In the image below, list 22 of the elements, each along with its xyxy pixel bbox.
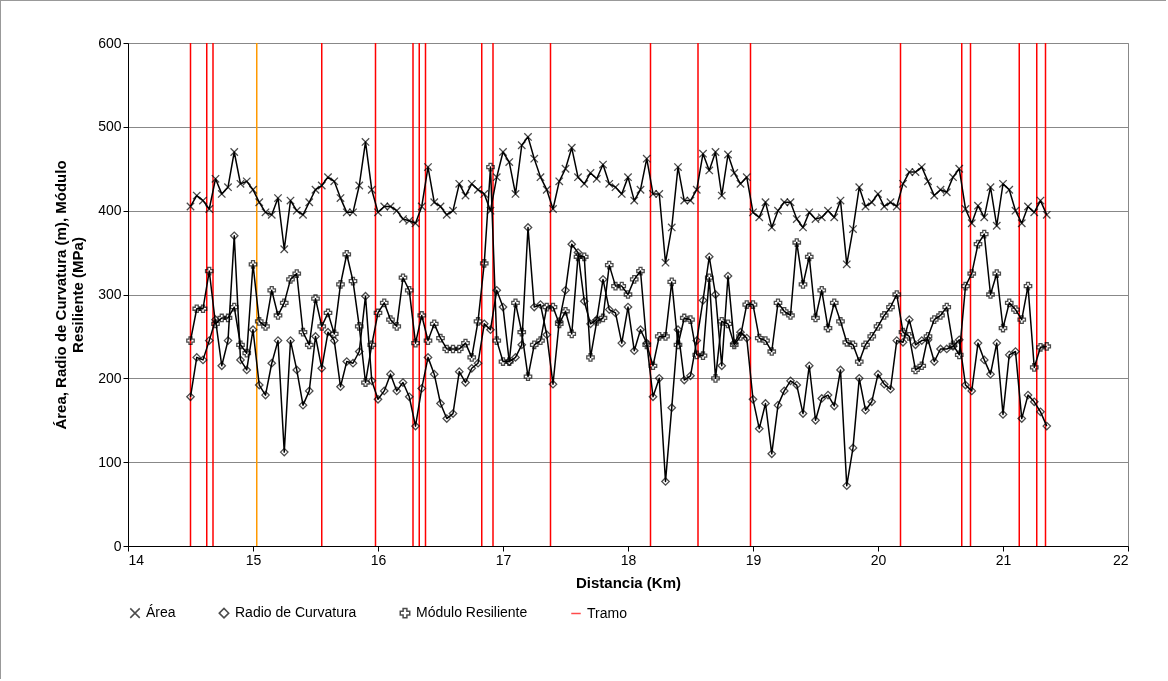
legend-label: Tramo — [587, 604, 628, 621]
y-tick-label: 400 — [98, 202, 122, 219]
y-tick-label: 300 — [98, 286, 122, 302]
y-tick-label: 200 — [98, 369, 122, 386]
x-axis-title: Distancia (Km) — [575, 573, 682, 591]
x-tick-label: 22 — [1112, 551, 1129, 568]
x-tick-label: 15 — [245, 551, 262, 568]
x-tick-label: 14 — [128, 551, 145, 568]
legend-label: Módulo Resiliente — [416, 604, 528, 621]
legend-label: Área — [146, 604, 176, 621]
x-tick-label: 18 — [620, 551, 637, 568]
y-tick-label: 600 — [98, 34, 122, 51]
legend-label: Radio de Curvatura — [235, 604, 357, 621]
x-tick-label: 16 — [370, 551, 387, 568]
x-tick-label: 21 — [995, 551, 1012, 568]
y-tick-label: 100 — [98, 453, 122, 470]
x-tick-label: 17 — [495, 551, 512, 568]
x-tick-label: 19 — [745, 551, 762, 568]
y-tick-label: 0 — [113, 537, 122, 554]
x-tick-label: 20 — [870, 551, 887, 568]
y-axis-title: Área, Radio de Curvatura (m), Módulo Resiliente (MPa) — [52, 160, 87, 430]
y-tick-label: 500 — [98, 118, 122, 135]
